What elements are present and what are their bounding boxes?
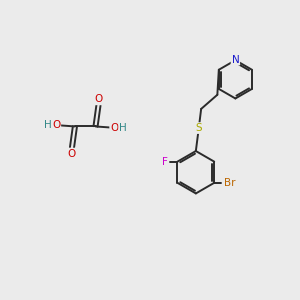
Text: F: F xyxy=(162,157,168,166)
Text: O: O xyxy=(68,148,76,158)
Text: O: O xyxy=(110,123,118,133)
Text: Br: Br xyxy=(224,178,235,188)
Text: O: O xyxy=(52,120,61,130)
Text: H: H xyxy=(119,123,127,133)
Text: O: O xyxy=(94,94,103,104)
Text: N: N xyxy=(232,55,239,64)
Text: S: S xyxy=(196,123,202,133)
Text: H: H xyxy=(44,120,51,130)
